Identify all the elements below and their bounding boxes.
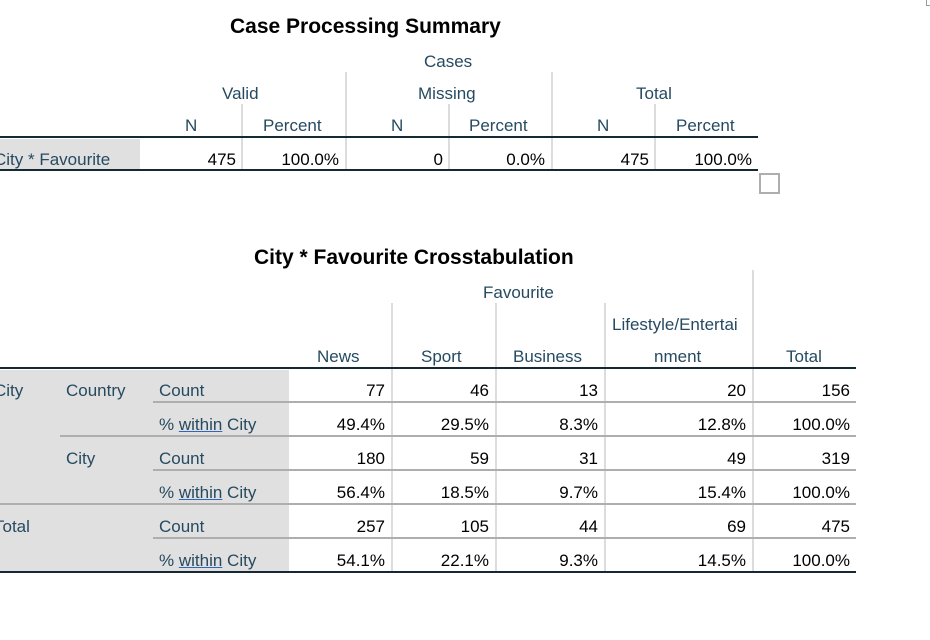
cell: 100.0%	[792, 483, 850, 502]
pct-prefix: %	[159, 551, 179, 570]
case-summary-title: Case Processing Summary	[230, 15, 501, 38]
cell: 44	[579, 517, 598, 536]
stat-pct-within-label: % within City	[159, 551, 256, 571]
cell: 180	[356, 449, 385, 468]
col-header-valid-n: N	[185, 116, 198, 135]
row-rule	[60, 435, 856, 437]
row-rule	[153, 537, 856, 539]
pct-suffix: City	[222, 483, 257, 502]
pct-prefix: %	[159, 415, 179, 434]
total-header: Total	[636, 84, 672, 103]
within-link[interactable]: within	[178, 551, 223, 570]
divider	[551, 72, 553, 170]
cell: 46	[470, 381, 489, 400]
stat-count-label: Count	[159, 517, 205, 536]
row-rule	[153, 469, 856, 471]
pct-suffix: City	[222, 415, 257, 434]
row-var-city: City	[0, 381, 24, 400]
table-resize-handle[interactable]	[759, 173, 780, 194]
valid-n-value: 475	[207, 150, 236, 169]
pct-suffix: City	[222, 551, 257, 570]
case-summary-label-bg	[0, 139, 140, 170]
divider	[391, 303, 393, 572]
divider	[752, 270, 754, 572]
cell: 22.1%	[440, 551, 489, 570]
col-header-total-n: N	[597, 116, 610, 135]
col-header-total-percent: Percent	[676, 116, 735, 135]
cell: 56.4%	[336, 483, 385, 502]
col-header-sport: Sport	[421, 347, 462, 366]
cell: 100.0%	[792, 551, 850, 570]
crosstab-title: City * Favourite Crosstabulation	[254, 246, 574, 269]
favourite-header: Favourite	[483, 283, 554, 302]
cases-header: Cases	[424, 52, 473, 71]
stat-pct-within-label: % within City	[159, 483, 256, 503]
row-group-city: City	[66, 449, 96, 468]
cell: 9.7%	[559, 483, 598, 502]
cell: 31	[579, 449, 598, 468]
cell: 100.0%	[792, 415, 850, 434]
divider	[495, 303, 497, 572]
valid-header: Valid	[222, 84, 259, 103]
cell: 257	[356, 517, 385, 536]
cell: 59	[470, 449, 489, 468]
header-rule	[0, 367, 856, 369]
col-header-lifestyle-line2: nment	[654, 347, 702, 366]
within-link[interactable]: within	[178, 483, 223, 502]
col-header-total: Total	[786, 347, 822, 366]
missing-percent-value: 0.0%	[506, 150, 545, 169]
col-header-lifestyle-line1: Lifestyle/Entertai	[612, 315, 738, 334]
row-label-city-favourite: City * Favourite	[0, 150, 111, 169]
stat-count-label: Count	[159, 381, 205, 400]
row-group-country: Country	[66, 381, 126, 400]
cell: 475	[821, 517, 850, 536]
col-header-news: News	[317, 347, 360, 366]
divider	[604, 303, 606, 572]
cell: 54.1%	[336, 551, 385, 570]
col-header-missing-n: N	[391, 116, 404, 135]
total-percent-value: 100.0%	[694, 150, 752, 169]
stat-count-label: Count	[159, 449, 205, 468]
valid-percent-value: 100.0%	[281, 150, 339, 169]
footer-rule	[0, 571, 856, 573]
row-rule	[153, 401, 856, 403]
row-total-label: Total	[0, 517, 30, 536]
cell: 8.3%	[559, 415, 598, 434]
cell: 319	[821, 449, 850, 468]
cell: 49.4%	[336, 415, 385, 434]
cell: 15.4%	[697, 483, 746, 502]
cell: 77	[366, 381, 385, 400]
missing-n-value: 0	[433, 150, 443, 169]
row-rule	[0, 503, 856, 505]
total-n-value: 475	[620, 150, 649, 169]
cell: 18.5%	[440, 483, 489, 502]
col-header-missing-percent: Percent	[469, 116, 528, 135]
stat-pct-within-label: % within City	[159, 415, 256, 435]
cell: 156	[821, 381, 850, 400]
footer-rule	[0, 169, 758, 171]
missing-header: Missing	[418, 84, 476, 103]
within-link[interactable]: within	[178, 415, 223, 434]
cell: 29.5%	[440, 415, 489, 434]
col-header-business: Business	[513, 347, 582, 366]
divider	[345, 72, 347, 170]
cell: 20	[727, 381, 746, 400]
cell: 69	[727, 517, 746, 536]
cell: 105	[460, 517, 489, 536]
header-rule	[0, 136, 758, 138]
cell: 9.3%	[559, 551, 598, 570]
cell: 13	[579, 381, 598, 400]
pct-prefix: %	[159, 483, 179, 502]
cell: 14.5%	[697, 551, 746, 570]
col-header-valid-percent: Percent	[263, 116, 322, 135]
cell: 12.8%	[697, 415, 746, 434]
cell: 49	[727, 449, 746, 468]
window-corner-mark	[926, 0, 930, 6]
